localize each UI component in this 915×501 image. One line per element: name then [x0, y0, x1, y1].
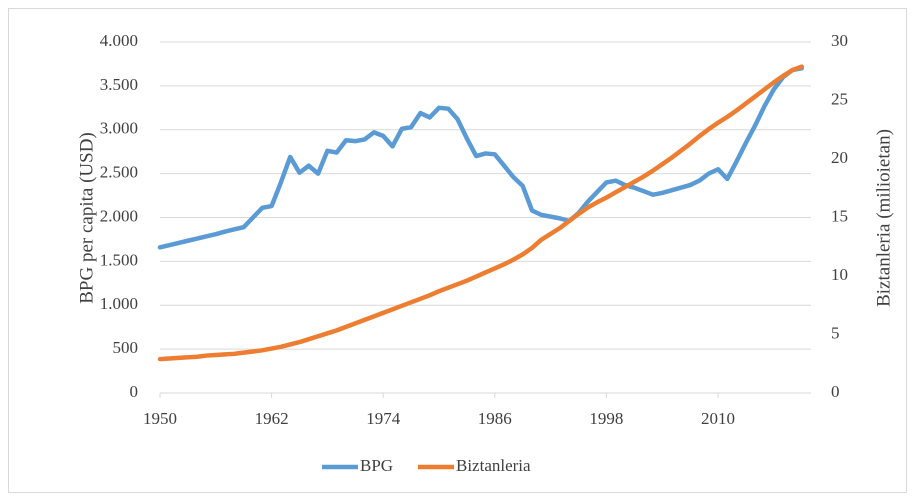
y2-tick-label: 0 — [831, 382, 840, 401]
y-tick-label: 3.500 — [100, 75, 138, 94]
chart-border — [8, 8, 907, 493]
y-tick-label: 2.000 — [100, 206, 138, 225]
legend-label: BPG — [360, 456, 393, 475]
series-line — [157, 64, 804, 362]
y2-axis-title: Biztanleria (milioietan) — [873, 129, 894, 307]
y-tick-label: 2.500 — [100, 163, 138, 182]
x-tick-label: 1998 — [589, 409, 623, 428]
y2-tick-label: 5 — [831, 323, 840, 342]
x-tick-label: 1962 — [255, 409, 289, 428]
y-tick-label: 1.000 — [100, 294, 138, 313]
y2-tick-label: 10 — [831, 265, 848, 284]
y2-tick-label: 30 — [831, 31, 848, 50]
x-tick-label: 1974 — [366, 409, 401, 428]
y-tick-label: 500 — [113, 338, 139, 357]
y-axis-title: BPG per capita (USD) — [76, 132, 97, 304]
y-tick-label: 1.500 — [100, 250, 138, 269]
y2-tick-label: 20 — [831, 148, 848, 167]
y2-tick-label: 25 — [831, 89, 848, 108]
series-line — [157, 66, 804, 250]
x-tick-label: 1986 — [478, 409, 512, 428]
x-tick-label: 1950 — [143, 409, 177, 428]
y-tick-label: 0 — [130, 382, 139, 401]
legend-label: Biztanleria — [456, 456, 531, 475]
y-tick-label: 3.000 — [100, 119, 138, 138]
y2-tick-label: 15 — [831, 206, 848, 225]
x-tick-label: 2010 — [701, 409, 735, 428]
y-tick-label: 4.000 — [100, 31, 138, 50]
